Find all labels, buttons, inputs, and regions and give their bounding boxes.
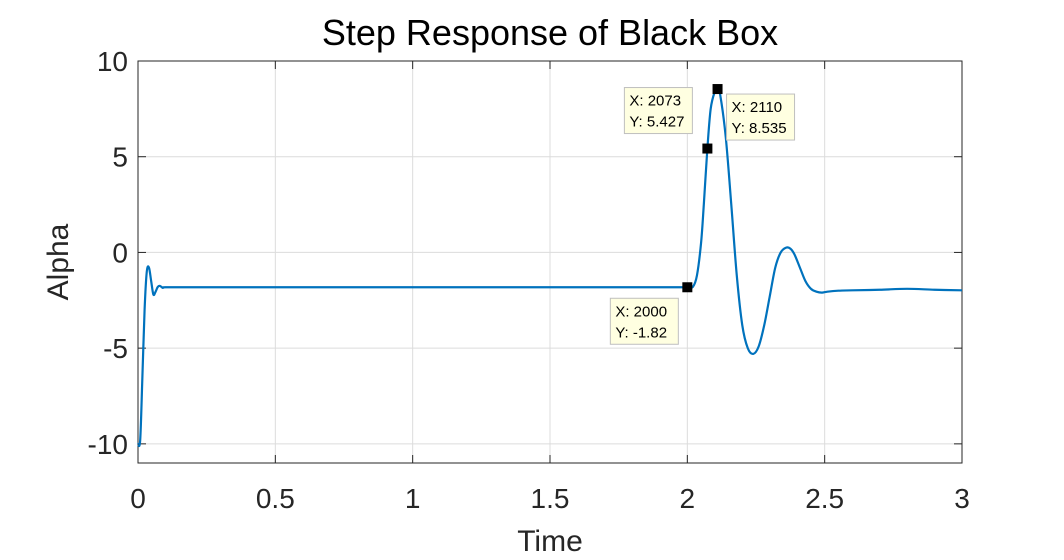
x-tick-label: 1.5	[531, 483, 570, 514]
x-tick-label: 1	[405, 483, 421, 514]
y-tick-label: 5	[112, 142, 128, 173]
datatip-y-text: Y: 8.535	[732, 120, 787, 137]
datatip-x-text: X: 2073	[629, 93, 681, 110]
datatip-box	[609, 297, 679, 345]
y-axis-label: Alpha	[42, 223, 75, 300]
datatip-box	[623, 87, 693, 135]
datatip-x-text: X: 2110	[732, 99, 783, 116]
x-tick-label: 3	[954, 483, 970, 514]
chart-title: Step Response of Black Box	[322, 12, 778, 53]
y-tick-label: 10	[97, 46, 128, 77]
x-tick-label: 2	[680, 483, 696, 514]
y-tick-label: -5	[103, 333, 128, 364]
datatip[interactable]: X: 2110 Y: 8.535	[712, 84, 796, 141]
x-tick-label: 0	[130, 483, 146, 514]
y-tick-label: 0	[112, 237, 128, 268]
datatip-box	[726, 93, 796, 141]
datatips-group: X: 2000 Y: -1.82 X: 2073 Y: 5.427 X: 2110 Y: …	[609, 84, 796, 345]
x-tick-label: 2.5	[805, 483, 844, 514]
datatip-marker[interactable]	[702, 143, 713, 154]
datatip[interactable]: X: 2073 Y: 5.427	[623, 87, 713, 154]
tick-labels: 0 0.5 1 1.5 2 2.5 3 -10 -5 0 5 10	[88, 46, 970, 514]
x-tick-label: 0.5	[256, 483, 295, 514]
datatip-marker[interactable]	[712, 84, 723, 95]
grid-lines	[138, 61, 962, 463]
datatip[interactable]: X: 2000 Y: -1.82	[609, 282, 693, 345]
x-axis-label: Time	[517, 525, 583, 558]
datatip-y-text: Y: 5.427	[629, 114, 684, 131]
y-tick-label: -10	[88, 429, 128, 460]
datatip-marker[interactable]	[682, 282, 693, 293]
datatip-x-text: X: 2000	[615, 303, 667, 320]
datatip-y-text: Y: -1.82	[615, 324, 667, 341]
